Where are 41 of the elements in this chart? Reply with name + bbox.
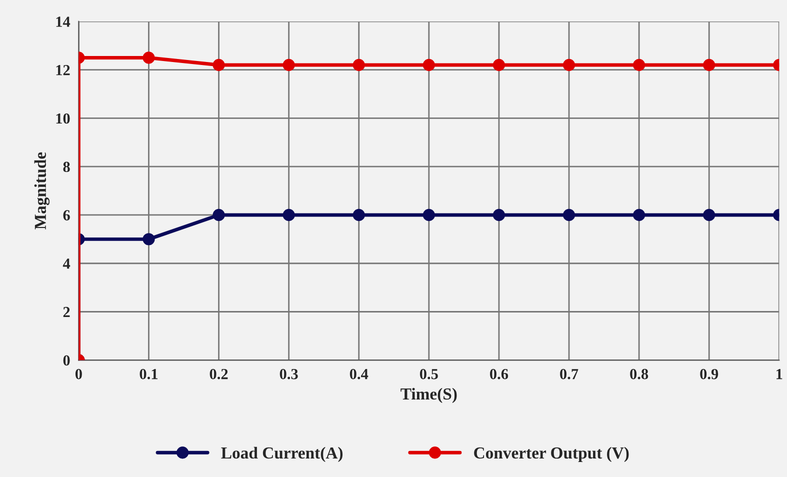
point [492, 58, 506, 72]
point [282, 58, 295, 72]
y-axis-title: Magnitude [34, 152, 50, 230]
x-tick-label: 0.4 [350, 368, 368, 380]
y-tick-label: 14 [56, 16, 70, 27]
x-tick-label: 0.2 [210, 368, 228, 380]
x-tick-label: 0.5 [420, 368, 438, 380]
x-tick-label: 0.3 [280, 368, 298, 380]
x-tick-label: 1 [776, 368, 782, 380]
point [632, 58, 646, 72]
y-tick-label: 10 [56, 113, 70, 124]
point [703, 58, 716, 72]
x-tick-label: 0.8 [630, 368, 648, 380]
point [562, 208, 576, 222]
point [142, 233, 155, 246]
point [632, 208, 646, 222]
point [492, 208, 506, 222]
point [212, 58, 225, 72]
x-axis-title: Time(S) [400, 388, 457, 403]
point [212, 208, 225, 222]
x-tick-label: 0.7 [560, 368, 578, 380]
point [703, 208, 716, 222]
point [282, 208, 295, 222]
y-tick-label: 0 [63, 355, 70, 366]
x-tick-label: 0.9 [700, 368, 718, 380]
x-tick-label: 0.1 [140, 368, 158, 380]
point [352, 208, 365, 222]
point [562, 58, 576, 72]
y-tick-label: 8 [63, 162, 70, 172]
point [422, 208, 435, 222]
point [352, 58, 365, 72]
point [422, 58, 435, 72]
y-tick-label: 12 [56, 65, 70, 76]
legend-label: Converter Output (V) [474, 446, 629, 462]
legend-label: Load Current(A) [221, 446, 343, 462]
point [142, 52, 155, 64]
y-tick-label: 6 [63, 210, 70, 220]
x-tick-label: 0 [75, 368, 82, 380]
x-tick-label: 0.6 [490, 368, 508, 380]
y-tick-label: 4 [62, 258, 70, 269]
y-tick-label: 2 [63, 306, 70, 318]
